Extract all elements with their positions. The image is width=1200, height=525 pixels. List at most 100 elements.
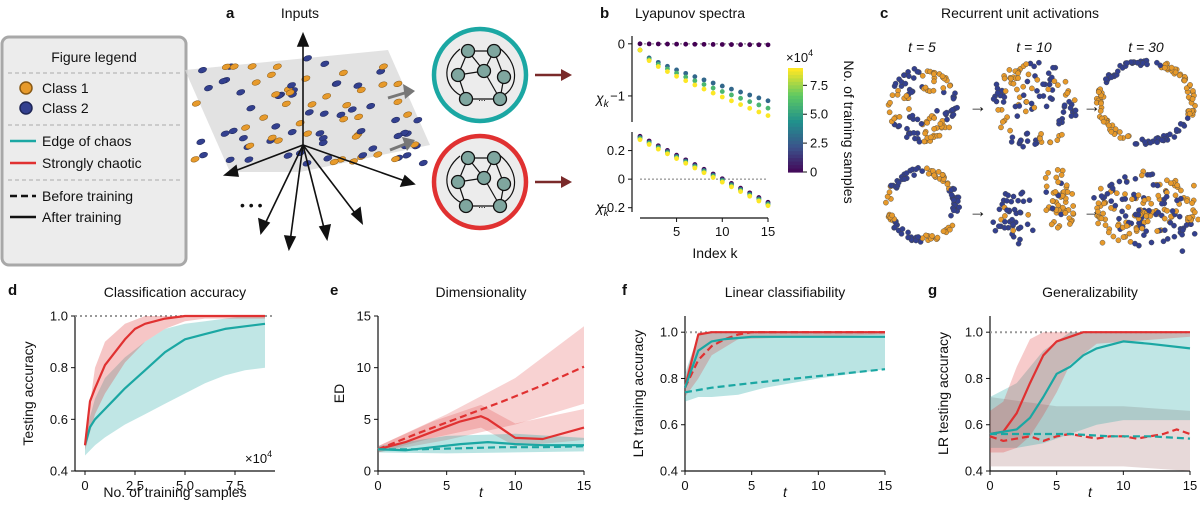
class1-activation bbox=[883, 199, 889, 206]
spectrum-point bbox=[655, 41, 661, 47]
class1-activation bbox=[940, 85, 947, 91]
colorbar-segment bbox=[788, 144, 803, 149]
class2-sample bbox=[196, 138, 206, 145]
class1-sample bbox=[373, 151, 383, 158]
class2-activation bbox=[1001, 224, 1008, 231]
class2-activation bbox=[1040, 81, 1046, 87]
strongly-chaotic-before-line bbox=[377, 365, 585, 451]
class1-activation bbox=[1148, 200, 1154, 207]
class1-activation bbox=[936, 132, 943, 139]
class2-activation bbox=[1177, 121, 1184, 127]
class2-activation bbox=[1055, 192, 1062, 199]
class2-activation bbox=[1020, 92, 1027, 98]
class2-sample bbox=[244, 156, 254, 163]
class2-activation bbox=[903, 170, 910, 176]
colorbar-label: No. of training samples bbox=[841, 60, 857, 203]
spectrum-point bbox=[765, 98, 771, 104]
class2-activation bbox=[1030, 227, 1036, 234]
spectrum-point bbox=[747, 99, 753, 105]
panel-letter-e: e bbox=[330, 282, 338, 299]
spectrum-point bbox=[738, 189, 743, 194]
class1-sample bbox=[192, 100, 201, 107]
class2-activation bbox=[1072, 107, 1079, 114]
edge-of-chaos-network: ... bbox=[431, 26, 529, 124]
class2-sample bbox=[228, 127, 238, 135]
y-tick-label: 0.6 bbox=[965, 417, 983, 432]
class2-sample bbox=[236, 89, 246, 96]
time-label: t = 10 bbox=[1016, 39, 1052, 55]
class1-activation bbox=[1049, 198, 1056, 204]
class1-activation bbox=[1059, 131, 1065, 138]
class2-activation bbox=[1164, 236, 1171, 242]
network-ellipsis: ... bbox=[478, 200, 486, 210]
colorbar-segment bbox=[788, 74, 803, 79]
figure-legend: Figure legend Class 1 Class 2 Edge of ch… bbox=[0, 35, 188, 267]
class2-activation bbox=[1134, 59, 1141, 66]
class2-activation bbox=[910, 130, 917, 136]
class1-activation bbox=[925, 170, 932, 177]
spectrum-point bbox=[637, 47, 643, 53]
class2-activation bbox=[1011, 206, 1018, 213]
class2-activation bbox=[1147, 171, 1153, 178]
class1-activation bbox=[1141, 197, 1148, 204]
class2-activation bbox=[1001, 94, 1008, 100]
class1-activation bbox=[1101, 200, 1107, 207]
spectrum-point bbox=[655, 146, 661, 152]
class1-activation bbox=[1114, 190, 1120, 196]
class2-sample bbox=[319, 110, 329, 117]
network-ellipsis: ... bbox=[478, 93, 486, 103]
class1-activation bbox=[922, 84, 929, 91]
y-tick-label: 0 bbox=[618, 172, 625, 187]
strongly-chaotic-after-band bbox=[378, 404, 584, 453]
network-node bbox=[486, 43, 502, 59]
class2-activation bbox=[990, 219, 997, 225]
strongly-chaotic-before-line bbox=[684, 331, 885, 389]
class2-activation bbox=[1179, 231, 1185, 238]
x-axis-label: t bbox=[479, 484, 484, 500]
class2-activation bbox=[1010, 193, 1017, 200]
class2-activation bbox=[1060, 109, 1067, 115]
activation-clouds bbox=[883, 57, 1200, 254]
spectrum-point bbox=[665, 151, 670, 157]
class2-activation bbox=[1024, 221, 1031, 228]
class2-sample bbox=[198, 66, 207, 74]
class1-sample bbox=[281, 100, 291, 107]
class1-activation bbox=[927, 134, 934, 141]
input-axes bbox=[222, 31, 416, 252]
class2-activation bbox=[896, 123, 903, 129]
class2-activation bbox=[1167, 219, 1174, 226]
class2-activation bbox=[1043, 189, 1049, 195]
class1-activation bbox=[1191, 182, 1197, 189]
spectrum-point bbox=[729, 98, 734, 104]
class1-sample bbox=[339, 69, 348, 77]
class1-activation bbox=[896, 114, 903, 120]
class1-activation bbox=[1184, 198, 1190, 204]
x-tick-label: 0 bbox=[681, 478, 688, 493]
class1-activation bbox=[1015, 75, 1021, 81]
y-tick-label: 15 bbox=[357, 309, 371, 324]
class2-activation bbox=[1148, 239, 1155, 246]
class1-activation bbox=[1164, 177, 1170, 184]
strongly-chaotic-before-band bbox=[378, 326, 584, 453]
class2-activation bbox=[1112, 202, 1119, 209]
class1-activation bbox=[931, 126, 937, 132]
colorbar-tick-label: 2.5 bbox=[810, 136, 828, 151]
class1-activation bbox=[1067, 221, 1073, 227]
spectrum-point bbox=[756, 102, 762, 108]
class1-activation bbox=[1133, 226, 1140, 233]
class1-activation bbox=[1095, 200, 1102, 206]
class2-sample bbox=[320, 60, 330, 67]
spectrum-point bbox=[710, 85, 716, 91]
class2-activation bbox=[1136, 207, 1142, 214]
y-tick-label: 5 bbox=[364, 412, 371, 427]
y-tick-label: 0.8 bbox=[660, 371, 678, 386]
colorbar-segment bbox=[788, 71, 803, 76]
class1-activation bbox=[935, 168, 942, 175]
spectrum-point bbox=[683, 160, 689, 166]
class1-activation bbox=[1023, 108, 1029, 115]
class1-activation bbox=[930, 87, 937, 94]
spectrum-point bbox=[665, 41, 670, 47]
class1-activation bbox=[939, 171, 946, 178]
class1-activation bbox=[922, 130, 928, 137]
time-label: t = 30 bbox=[1128, 39, 1164, 55]
